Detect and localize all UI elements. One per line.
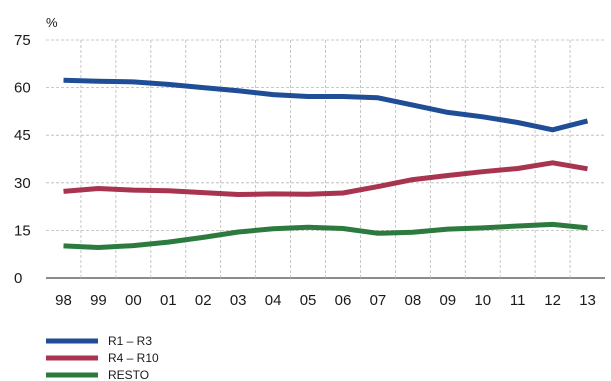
y-tick-label: 45 [14, 127, 31, 144]
y-tick-label: 60 [14, 80, 31, 97]
x-tick-label: 05 [300, 292, 317, 309]
x-tick-label: 13 [579, 292, 596, 309]
series-line-1 [63, 77, 589, 133]
x-tick-label: 12 [544, 292, 561, 309]
x-tick-label: 02 [195, 292, 212, 309]
x-tick-label: 09 [439, 292, 456, 309]
legend-label: R1 – R3 [108, 334, 152, 348]
x-tick-label: 11 [510, 292, 526, 309]
x-tick-label: 03 [230, 292, 247, 309]
x-tick-label: 07 [370, 292, 387, 309]
y-tick-label: 0 [14, 270, 22, 287]
x-tick-label: 06 [335, 292, 352, 309]
series-line-2 [63, 160, 588, 197]
x-tick-label: 08 [405, 292, 422, 309]
y-axis-ticks: 0 15 30 45 60 75 [14, 32, 31, 287]
legend: R1 – R3 R4 – R10 RESTO [46, 334, 159, 381]
x-axis-ticks: 98 99 00 01 02 03 04 05 06 07 08 09 10 11 12 13 [55, 292, 596, 309]
x-tick-label: 99 [90, 292, 107, 309]
legend-label: RESTO [108, 368, 149, 381]
legend-label: R4 – R10 [108, 351, 159, 365]
x-tick-label: 00 [125, 292, 142, 309]
x-tick-label: 98 [55, 292, 72, 309]
grid-lines [46, 39, 605, 279]
series-lines [63, 77, 589, 250]
x-tick-label: 04 [265, 292, 282, 309]
y-axis-unit-label: % [46, 15, 58, 30]
x-tick-label: 01 [160, 292, 177, 309]
y-tick-label: 15 [14, 222, 31, 239]
series-line-3 [63, 221, 588, 250]
y-tick-label: 30 [14, 175, 31, 192]
y-tick-label: 75 [14, 32, 31, 49]
x-tick-label: 10 [474, 292, 491, 309]
